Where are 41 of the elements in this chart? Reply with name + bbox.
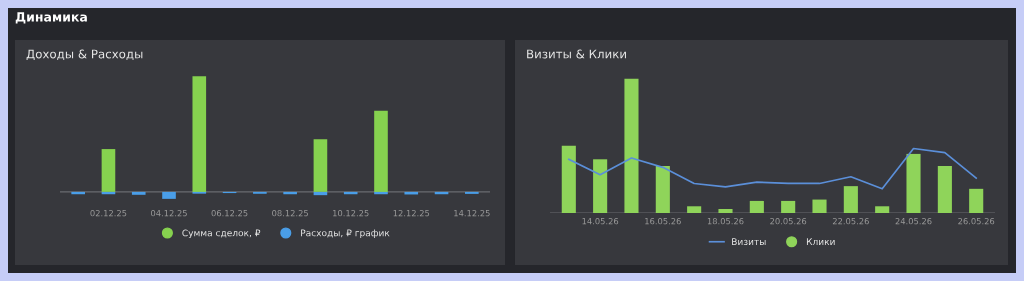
- bar: [812, 199, 827, 213]
- x-tick-label: 14.12.25: [454, 210, 490, 217]
- chart-title: Доходы & Расходы: [26, 49, 143, 61]
- x-tick-label: 08.12.25: [272, 210, 308, 217]
- legend-label: Визиты: [732, 238, 766, 246]
- bar: [131, 191, 146, 195]
- bar: [687, 206, 702, 213]
- bar: [906, 153, 921, 213]
- bar: [875, 206, 890, 213]
- bar: [561, 145, 576, 213]
- x-tick-label: 12.12.25: [393, 210, 430, 217]
- x-tick-label: 18.05.26: [707, 218, 744, 225]
- bar: [624, 78, 639, 213]
- bar: [162, 191, 176, 199]
- x-tick-label: 24.05.26: [895, 218, 932, 225]
- bar: [655, 166, 670, 213]
- x-tick-label: 16.05.26: [645, 218, 681, 225]
- x-tick-label: 04.12.25: [151, 210, 187, 217]
- legend-label: Клики: [806, 238, 835, 245]
- bar: [313, 139, 328, 192]
- bar: [192, 76, 207, 192]
- text: Динамика: [15, 12, 87, 24]
- bar: [937, 166, 952, 213]
- bar: [781, 200, 796, 213]
- bar: [749, 200, 764, 213]
- x-tick-label: 06.12.25: [211, 210, 248, 217]
- bar: [593, 159, 608, 213]
- x-tick-label: 26.05.26: [958, 218, 995, 225]
- chart-title: Визиты & Клики: [527, 49, 626, 59]
- legend-label: Расходы, ₽ график: [301, 229, 390, 239]
- x-tick-label: 10.12.25: [333, 210, 369, 217]
- x-tick-label: 22.05.26: [832, 218, 869, 225]
- x-tick-label: 02.12.25: [90, 210, 127, 217]
- bar: [843, 186, 858, 213]
- x-tick-label: 14.05.26: [582, 218, 619, 225]
- bar: [969, 188, 984, 213]
- bar: [374, 110, 388, 192]
- bar: [718, 208, 733, 213]
- bar: [101, 149, 116, 192]
- legend-label: Сумма сделок, ₽: [182, 229, 261, 239]
- x-tick-label: 20.05.26: [770, 218, 807, 225]
